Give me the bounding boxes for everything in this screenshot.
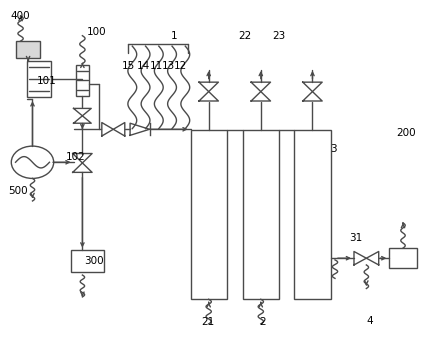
Bar [294,130,330,298]
Bar [27,61,51,97]
Text: 11: 11 [150,61,163,71]
Text: 200: 200 [396,128,416,138]
Text: 500: 500 [9,186,28,196]
Bar [389,248,417,268]
Bar [71,250,105,272]
Text: 101: 101 [37,76,57,87]
Text: 2: 2 [259,317,266,327]
Text: 31: 31 [350,233,363,243]
Text: 1: 1 [171,31,177,41]
Text: 14: 14 [137,61,150,71]
Text: 22: 22 [238,31,252,41]
Text: 15: 15 [122,61,136,71]
Text: 13: 13 [162,61,175,71]
Text: 23: 23 [272,31,286,41]
Text: 102: 102 [66,152,86,162]
Bar [76,65,89,96]
Bar [16,41,40,58]
Bar [190,130,227,298]
Text: 100: 100 [87,27,106,37]
Text: 12: 12 [174,61,187,71]
Text: 3: 3 [330,144,336,154]
Text: 21: 21 [202,317,215,327]
Text: 300: 300 [85,256,104,266]
Text: 400: 400 [10,11,30,21]
Bar [243,130,279,298]
Text: 4: 4 [366,316,373,326]
